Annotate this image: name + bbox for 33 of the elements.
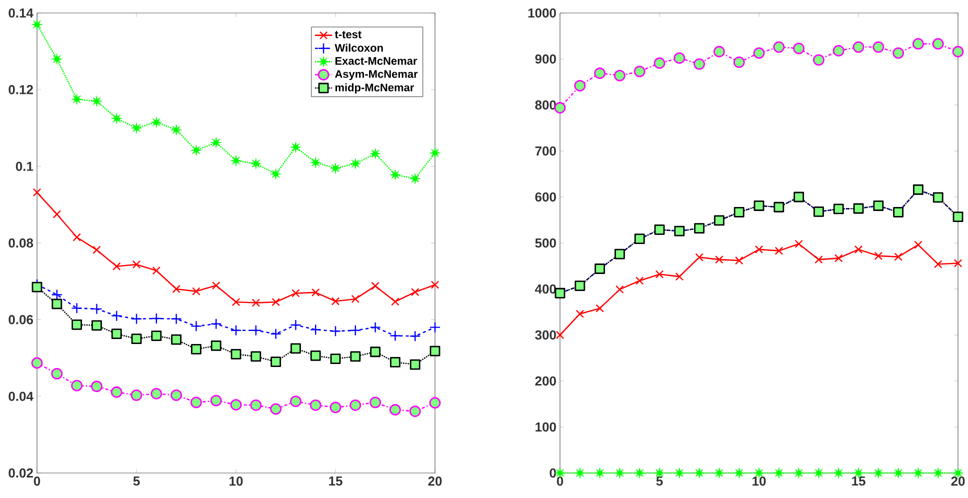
x-tick-label: 20 (428, 476, 442, 486)
y-tick-label: 0.06 (8, 315, 33, 324)
x-tick-label: 10 (230, 476, 243, 486)
y-tick-label: 700 (535, 146, 556, 156)
y-tick-label: 0.04 (8, 392, 34, 401)
y-tick-label: 0.12 (8, 85, 33, 94)
y-tick-label: 100 (536, 422, 556, 432)
y-tick-label: 800 (535, 100, 556, 110)
y-tick-label: 1000 (528, 8, 556, 18)
x-tick-label: 15 (329, 476, 342, 486)
x-tick-label: 15 (852, 476, 866, 486)
y-tick-label: 500 (535, 238, 556, 248)
y-tick-label: 600 (535, 192, 556, 202)
y-tick-label: 200 (535, 376, 556, 386)
x-tick-label: 5 (656, 476, 663, 486)
y-tick-label: 900 (535, 54, 556, 64)
y-tick-label: 0.08 (8, 238, 34, 248)
y-tick-label: 300 (535, 330, 556, 340)
x-tick-label: 0 (34, 476, 40, 486)
legend-label: t-test (334, 31, 362, 38)
legend-label: Wilcoxon (334, 44, 383, 52)
legend-label: midp-McNemar (335, 83, 414, 94)
x-tick-label: 5 (133, 476, 140, 486)
legend-label: Exact-McNemar (335, 57, 418, 65)
x-tick-label: 20 (951, 476, 965, 486)
x-tick-label: 10 (752, 476, 766, 486)
y-tick-label: 0 (550, 468, 556, 478)
y-tick-label: 400 (534, 284, 556, 294)
y-tick-label: 0.14 (8, 8, 34, 18)
y-tick-label: 0.1 (16, 162, 34, 171)
x-tick-label: 0 (556, 476, 564, 486)
legend-label: Asym-McNemar (334, 70, 418, 80)
y-tick-label: 0.02 (8, 468, 33, 478)
